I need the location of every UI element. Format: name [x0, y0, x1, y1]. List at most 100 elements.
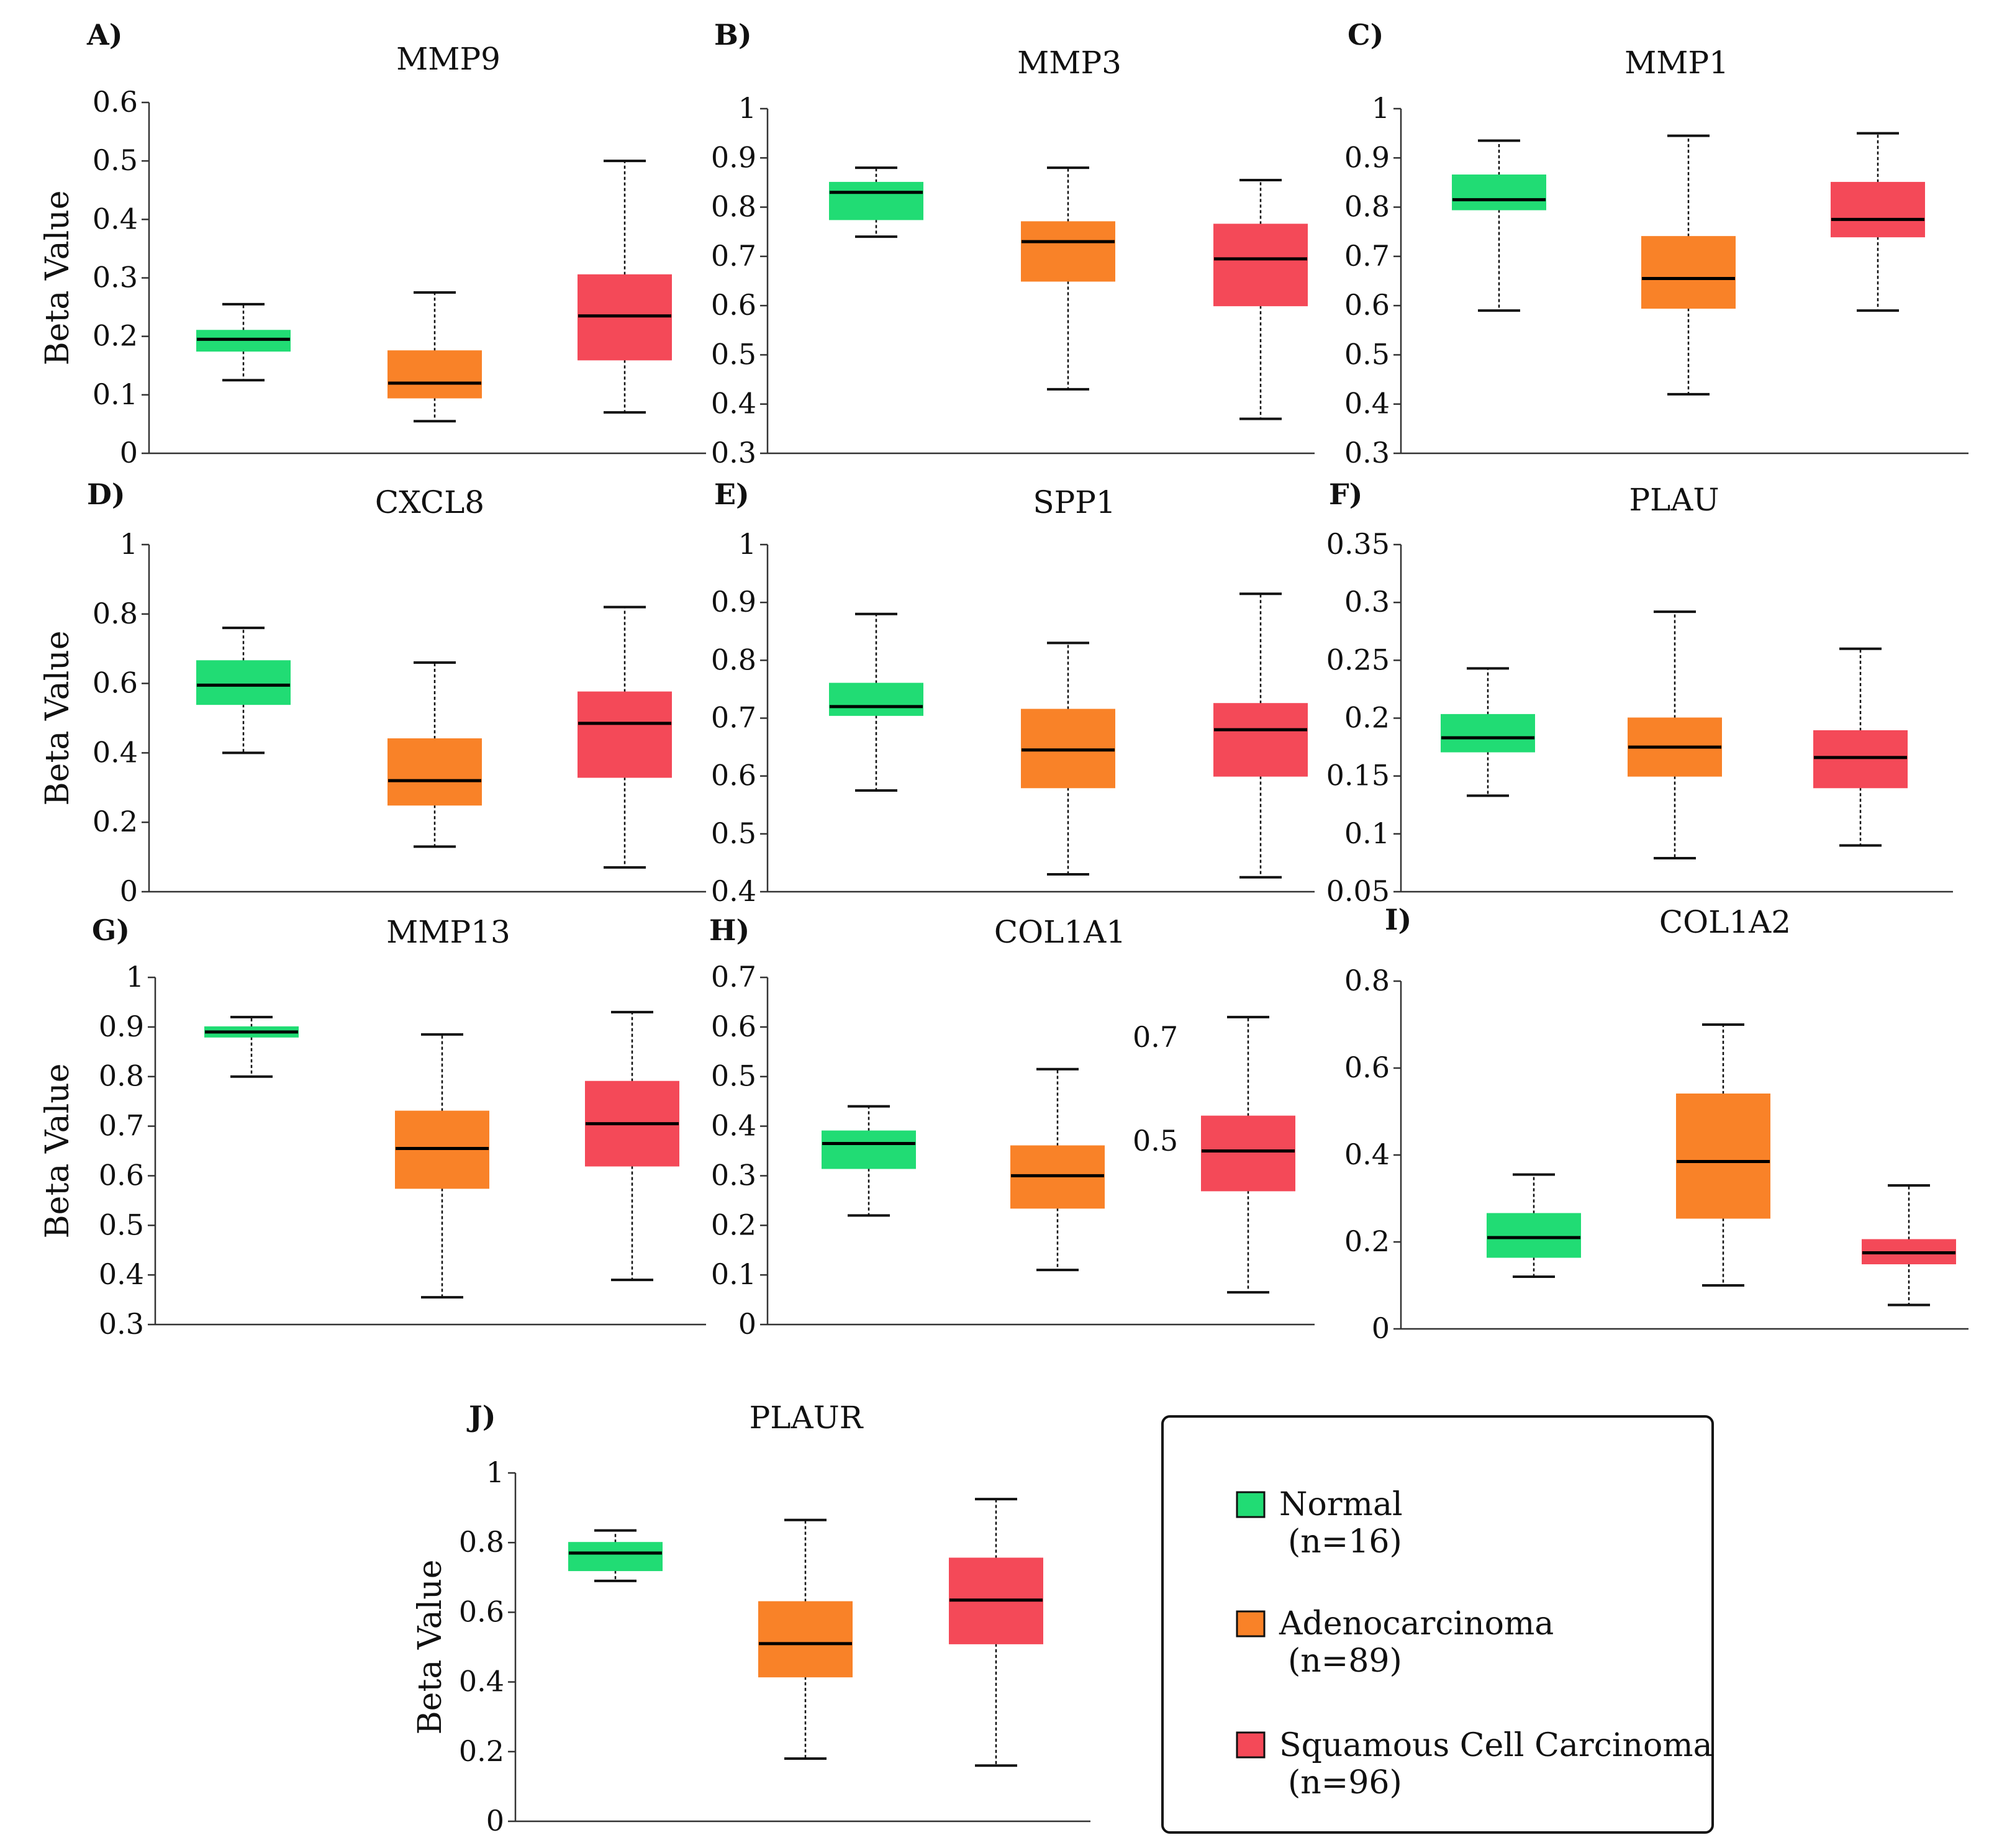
iqr-box — [1213, 703, 1308, 777]
iqr-box — [196, 660, 291, 705]
iqr-box — [1201, 1115, 1295, 1192]
panel-letter: I) — [1385, 903, 1411, 936]
y-tick-label: 0 — [486, 1804, 504, 1837]
y-tick-label: 0.2 — [1344, 1225, 1390, 1258]
y-tick-label: 0.7 — [711, 960, 756, 994]
box-plaur-adenocarcinoma — [758, 1518, 853, 1760]
y-tick-label: 0.1 — [711, 1257, 756, 1291]
panel-letter: G) — [92, 913, 130, 947]
y-tick-label: 0.6 — [99, 1158, 144, 1192]
y-tick-label: 0 — [1372, 1311, 1390, 1345]
y-tick-label: 0.6 — [711, 759, 756, 792]
y-tick-label: 0.6 — [1344, 1051, 1390, 1084]
iqr-box — [1813, 730, 1908, 789]
y-tick-label: 0.3 — [1344, 436, 1390, 469]
box-col1a2-adenocarcinoma — [1676, 1023, 1770, 1287]
panel-mmp13: G) MMP13 0.3 0.4 0.5 0.6 0.7 0.8 0.9 1 Beta Value — [39, 913, 706, 1341]
iqr-box — [829, 682, 923, 716]
y-tick-label: 0.3 — [1344, 585, 1390, 618]
box-plaur-normal — [568, 1529, 663, 1582]
box-mmp13-adenocarcinoma — [395, 1033, 489, 1299]
y-tick-label: 0.4 — [711, 874, 756, 908]
iqr-box — [1021, 221, 1115, 282]
y-tick-label: 0.1 — [93, 378, 138, 411]
panel-title: COL1A2 — [1659, 904, 1791, 940]
y-tick-label: 1 — [1372, 91, 1390, 125]
panel-plau: F) PLAU 0.05 0.1 0.15 0.2 0.25 0.3 0.35 — [1326, 478, 1953, 908]
y-tick-label: 0.8 — [93, 597, 138, 630]
iqr-box — [1213, 224, 1308, 307]
inline-axis-label: 0.5 — [1133, 1124, 1178, 1157]
legend-n-adenocarcinoma: (n=89) — [1288, 1642, 1402, 1680]
y-tick-label: 0.4 — [93, 735, 138, 769]
y-tick-label: 0.2 — [459, 1734, 504, 1768]
legend-label-squamous-cell-carcinoma: Squamous Cell Carcinoma — [1279, 1727, 1713, 1764]
y-tick-label: 0.2 — [1344, 701, 1390, 735]
panel-title: SPP1 — [1033, 484, 1115, 520]
box-plau-squamous-cell-carcinoma — [1813, 647, 1908, 847]
panel-letter: H) — [709, 913, 750, 947]
box-col1a1-adenocarcinoma — [1010, 1067, 1105, 1272]
panel-title: PLAUR — [750, 1400, 864, 1436]
panel-letter: E) — [714, 478, 750, 511]
y-tick-label: 0.3 — [93, 261, 138, 294]
y-tick-label: 0.2 — [93, 319, 138, 353]
y-tick-label: 0.6 — [711, 1010, 756, 1043]
y-tick-label: 0.6 — [459, 1595, 504, 1628]
y-tick-label: 0.5 — [711, 1059, 756, 1093]
y-tick-label: 0.8 — [99, 1059, 144, 1093]
y-tick-label: 0.6 — [93, 666, 138, 700]
y-tick-label: 1 — [126, 960, 144, 994]
box-mmp3-normal — [829, 166, 923, 238]
y-tick-label: 1 — [120, 527, 138, 561]
iqr-box — [758, 1601, 853, 1678]
panel-letter: J) — [466, 1400, 496, 1433]
legend-frame — [1161, 1415, 1714, 1834]
y-tick-label: 0.9 — [1344, 140, 1390, 174]
box-cxcl8-adenocarcinoma — [387, 661, 482, 848]
box-mmp3-squamous-cell-carcinoma — [1213, 178, 1308, 420]
panel-letter: B) — [714, 18, 752, 52]
panel-title: COL1A1 — [994, 914, 1126, 950]
inline-axis-label: 0.7 — [1133, 1020, 1178, 1054]
y-tick-label: 0.9 — [711, 140, 756, 174]
y-tick-label: 1 — [738, 91, 756, 125]
y-axis-label: Beta Value — [39, 630, 76, 805]
panel-letter: D) — [87, 478, 125, 511]
panel-mmp1: C) MMP1 0.3 0.4 0.5 0.6 0.7 0.8 0.9 1 — [1344, 18, 1968, 469]
y-tick-label: 0.7 — [711, 239, 756, 273]
y-tick-label: 0.8 — [1344, 964, 1390, 997]
box-mmp3-adenocarcinoma — [1021, 166, 1115, 391]
panel-letter: C) — [1348, 18, 1384, 52]
legend-n-squamous-cell-carcinoma: (n=96) — [1288, 1764, 1402, 1801]
panel-title: PLAU — [1629, 482, 1719, 518]
panel-title: MMP1 — [1624, 45, 1729, 81]
y-tick-label: 0.8 — [711, 643, 756, 676]
panel-col1a2: I) COL1A2 0 0.2 0.4 0.6 0.8 — [1344, 903, 1968, 1345]
legend: Normal (n=16) Adenocarcinoma (n=89) Squa… — [1161, 1415, 1714, 1834]
y-tick-label: 0 — [738, 1307, 756, 1341]
y-tick-label: 0.05 — [1326, 874, 1390, 908]
box-plau-adenocarcinoma — [1628, 610, 1722, 859]
y-tick-label: 0.5 — [99, 1208, 144, 1241]
y-tick-label: 0 — [120, 874, 138, 908]
y-tick-label: 0.2 — [93, 805, 138, 838]
box-mmp9-normal — [196, 302, 291, 382]
y-tick-label: 0.2 — [711, 1208, 756, 1241]
box-mmp13-normal — [204, 1015, 299, 1078]
iqr-box — [387, 350, 482, 399]
y-tick-label: 0.6 — [93, 85, 138, 119]
y-tick-label: 0.6 — [711, 288, 756, 322]
iqr-box — [1641, 236, 1736, 309]
y-tick-label: 1 — [486, 1456, 504, 1489]
box-mmp1-squamous-cell-carcinoma — [1831, 132, 1925, 312]
y-tick-label: 0.3 — [711, 436, 756, 469]
iqr-box — [1452, 174, 1546, 211]
iqr-box — [822, 1130, 916, 1169]
y-tick-label: 0.7 — [711, 701, 756, 735]
y-tick-label: 0.4 — [1344, 387, 1390, 420]
box-spp1-squamous-cell-carcinoma — [1213, 592, 1308, 879]
y-tick-label: 0.8 — [1344, 190, 1390, 224]
box-col1a1-squamous-cell-carcinoma — [1201, 1015, 1295, 1294]
